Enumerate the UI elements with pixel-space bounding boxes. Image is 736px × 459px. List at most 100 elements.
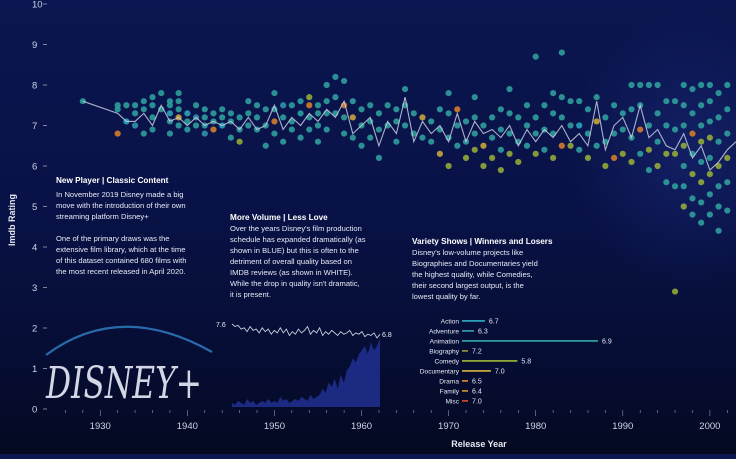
scatter-point (236, 114, 243, 121)
bar-value-label: 6.7 (489, 319, 499, 326)
scatter-point (219, 114, 226, 121)
scatter-point (663, 98, 670, 105)
scatter-point (715, 183, 722, 190)
scatter-point (523, 122, 531, 129)
panel-more-volume: More Volume | Less Love Over the years D… (230, 213, 366, 299)
scatter-point (166, 130, 174, 137)
panel-line: While the drop in quality isn't dramatic… (230, 279, 360, 288)
scatter-point (637, 81, 644, 89)
scatter-point (480, 142, 487, 149)
scatter-point (706, 118, 713, 125)
scatter-point (280, 138, 287, 145)
scatter-point (201, 106, 208, 113)
scatter-point (706, 191, 713, 198)
bar-category-label: Adventure (429, 329, 459, 336)
scatter-point (140, 106, 147, 113)
scatter-point (297, 134, 304, 141)
scatter-point (288, 102, 295, 109)
scatter-point (314, 138, 322, 145)
panel-line: the most recent released in April 2020. (56, 267, 186, 276)
scatter-point (149, 94, 156, 101)
scatter-point (401, 85, 409, 93)
scatter-point (515, 158, 522, 166)
scatter-point (401, 122, 409, 129)
scatter-point (280, 114, 287, 121)
y-tick-label: 8 (32, 81, 37, 92)
scatter-point (610, 130, 618, 137)
scatter-point (663, 122, 670, 129)
scatter-point (454, 142, 461, 149)
scatter-point (454, 106, 461, 113)
bar-category-label: Family (440, 389, 460, 396)
panel-body: Disney's low-volume projects like Biograp… (412, 248, 538, 301)
scatter-point (497, 166, 504, 174)
scatter-point (724, 207, 731, 214)
scatter-point (654, 162, 661, 170)
bar-category-label: Animation (430, 339, 460, 346)
bar-value-label: 6.5 (472, 379, 482, 386)
panel-variety: Variety Shows | Winners and Losers Disne… (412, 237, 553, 301)
scatter-point (724, 179, 731, 186)
scatter-point (175, 106, 182, 113)
panel-line: Biographies and Documentaries yield (412, 259, 538, 268)
scatter-point (323, 81, 330, 89)
scatter-point (654, 138, 661, 145)
scatter-point (445, 90, 452, 97)
scatter-point (558, 114, 565, 121)
scatter-point (523, 142, 531, 149)
scatter-point (419, 134, 426, 141)
bar-category-label: Misc (445, 399, 459, 406)
scatter-point (698, 158, 705, 166)
scatter-point (558, 94, 565, 101)
scatter-point (715, 203, 722, 210)
scatter-point (149, 102, 156, 109)
scatter-point (497, 146, 504, 153)
scatter-point (419, 114, 426, 121)
scatter-point (489, 114, 496, 121)
panel-line: shown in BLUE) but this is often to the (230, 246, 359, 255)
panel-line: their second largest output, is the (412, 281, 524, 290)
scatter-point (436, 106, 443, 113)
background-glow (570, 10, 736, 290)
scatter-point (523, 102, 531, 109)
scatter-point (253, 114, 261, 121)
panel-title: Variety Shows | Winners and Losers (412, 237, 553, 246)
y-tick-label: 5 (32, 202, 37, 213)
scatter-point (610, 154, 618, 161)
panel-line: lowest quality by far. (412, 292, 480, 301)
scatter-point (541, 146, 548, 153)
scatter-point (297, 98, 304, 105)
bar-comedy (462, 360, 518, 362)
scatter-point (506, 130, 513, 137)
scatter-point (131, 102, 139, 109)
panel-line: streaming platform Disney+ (56, 212, 149, 221)
scatter-point (715, 162, 722, 170)
scatter-point (724, 106, 731, 113)
y-tick-label: 7 (32, 121, 37, 132)
panel-title: More Volume | Less Love (230, 213, 328, 222)
scatter-point (698, 138, 705, 145)
scatter-point (253, 102, 261, 109)
scatter-point (358, 142, 365, 149)
y-tick-label: 9 (32, 40, 37, 51)
scatter-point (628, 81, 635, 89)
panel-new-player: New Player | Classic Content In November… (56, 176, 186, 276)
scatter-point (489, 154, 496, 161)
y-tick-label: 4 (32, 243, 37, 254)
scatter-point (706, 98, 713, 105)
bar-documentary (462, 370, 491, 372)
scatter-point (393, 138, 400, 145)
scatter-point (245, 110, 252, 117)
scatter-point (280, 102, 287, 109)
quality-line (231, 323, 381, 339)
scatter-point (341, 130, 348, 137)
scatter-point (645, 166, 653, 174)
scatter-point (245, 122, 252, 129)
scatter-point (576, 146, 583, 153)
panel-line: the highest quality, while Comedies, (412, 270, 533, 279)
scatter-point (610, 102, 618, 109)
scatter-point (166, 110, 174, 117)
scatter-point (724, 154, 731, 161)
scatter-point (297, 110, 304, 117)
scatter-point (471, 94, 478, 101)
